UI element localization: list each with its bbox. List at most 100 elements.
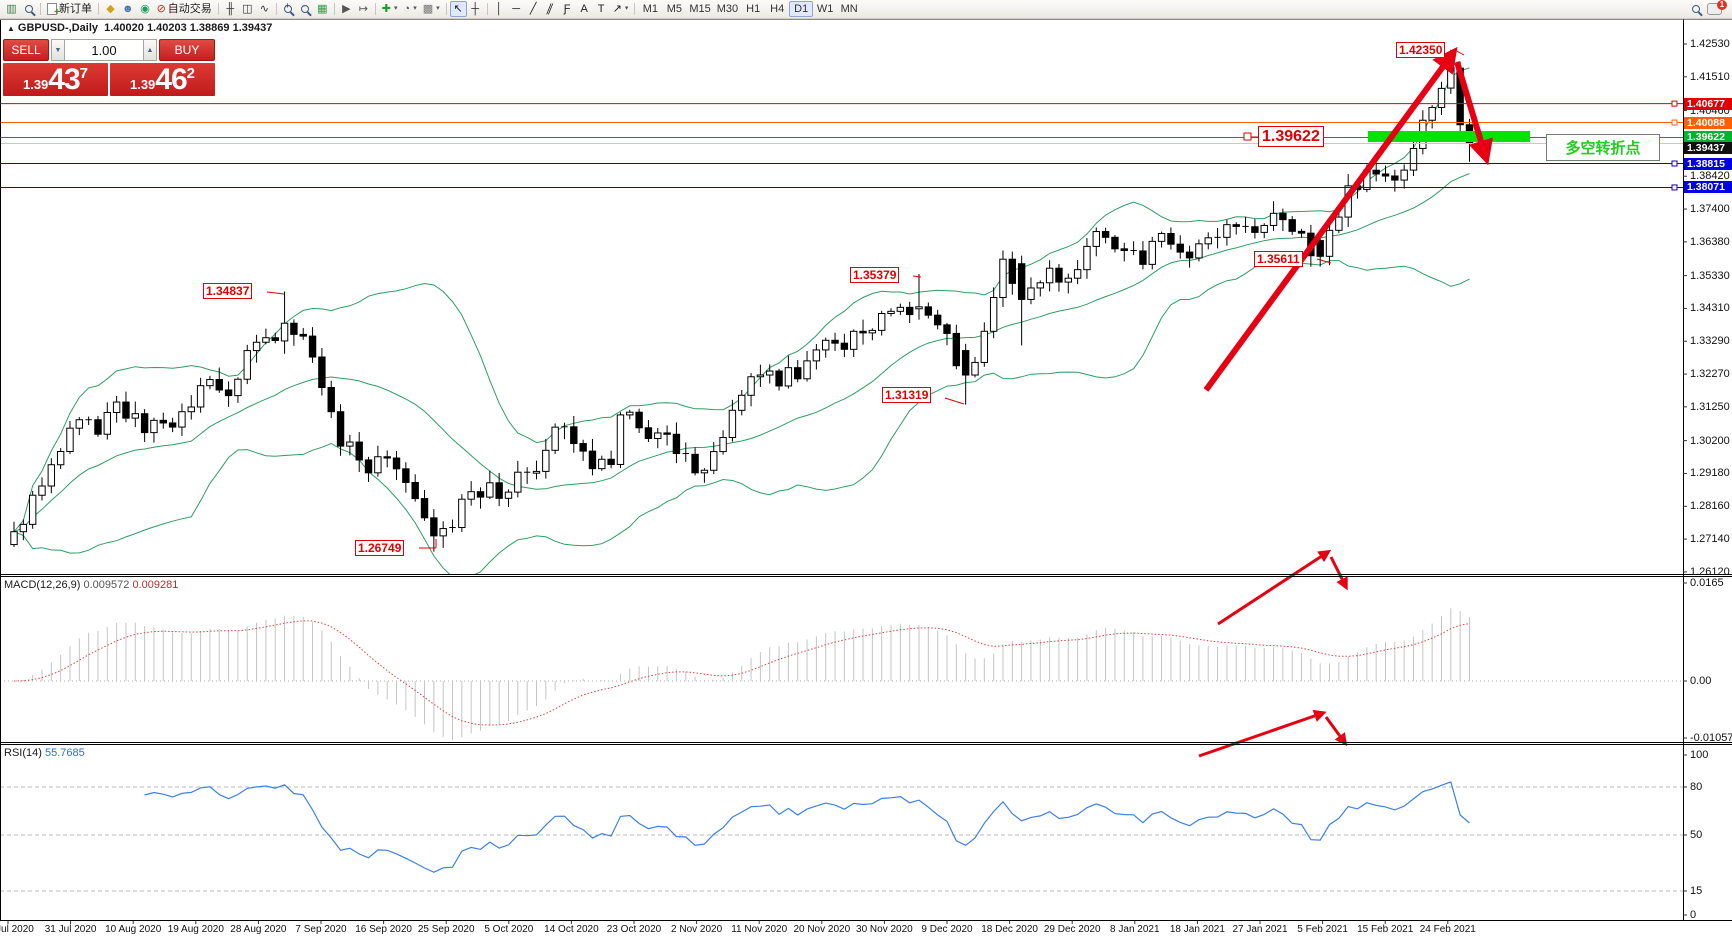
timeframe-m5-button[interactable]: M5	[666, 3, 682, 15]
price-annotation-1.31319[interactable]: 1.31319	[882, 387, 932, 403]
price-tick-1.37400: 1.37400	[1690, 203, 1730, 216]
timeframe-m30-button[interactable]: M30	[716, 3, 739, 15]
price-annotation-1.35611[interactable]: 1.35611	[1254, 251, 1303, 267]
timeframe-m1-button[interactable]: M1	[642, 3, 658, 15]
crosshair-button[interactable]: ┼	[467, 1, 484, 17]
price-annotation-1.34837[interactable]: 1.34837	[203, 283, 253, 299]
new-chart-button[interactable]: ▥	[3, 1, 20, 17]
price-annotation-1.35379[interactable]: 1.35379	[850, 267, 900, 283]
history-center-button-icon: ◆	[106, 3, 115, 15]
label-connector	[266, 291, 285, 295]
price-annotation-1.42350[interactable]: 1.42350	[1396, 42, 1446, 58]
periods-button[interactable]: ◔ ▾	[401, 1, 420, 17]
bear-candle	[122, 401, 130, 419]
bull-candle	[887, 310, 895, 314]
trend-arrow-0[interactable]	[1203, 46, 1458, 392]
toolbar-separator	[486, 3, 488, 15]
bear-candle	[308, 335, 317, 358]
vertical-line-button[interactable]: │	[491, 1, 508, 17]
new-chart-button-icon: ▥	[6, 3, 17, 15]
bear-candle	[159, 419, 167, 424]
price-tick-1.27140: 1.27140	[1690, 533, 1730, 546]
price-annotation-1.39622[interactable]: 1.39622	[1258, 126, 1324, 147]
timeframe-h1-button[interactable]: H1	[746, 3, 761, 15]
support-zone-bar[interactable]	[1368, 131, 1530, 142]
history-center-button[interactable]: ◆	[102, 1, 119, 17]
level-marker[interactable]	[1671, 119, 1678, 126]
trend-arrow-4[interactable]	[1198, 709, 1327, 758]
search-button[interactable]	[1687, 1, 1704, 17]
fibonacci-button[interactable]: Ƒ	[559, 1, 576, 17]
zoom-in-button[interactable]: +	[280, 1, 297, 17]
new-order-button[interactable]: 新订单	[44, 1, 95, 18]
bear-candle	[224, 389, 233, 397]
label-button[interactable]: T	[593, 1, 610, 17]
channel-button[interactable]: ∥	[542, 1, 559, 17]
collapse-icon[interactable]: ▲	[7, 24, 15, 33]
text-button[interactable]: A	[576, 1, 593, 17]
rsi-panel	[0, 781, 1683, 892]
level-marker[interactable]	[1671, 184, 1678, 191]
bull-candle	[10, 531, 18, 546]
chat-button[interactable]: 1	[1704, 0, 1727, 17]
bar-chart-button[interactable]: ╫	[222, 1, 239, 17]
timeframe-h4-button[interactable]: H4	[770, 3, 785, 15]
templates-button[interactable]: ▩ ▾	[420, 1, 443, 17]
trendline-button[interactable]: ╱	[525, 1, 542, 17]
bear-candle	[1101, 231, 1110, 238]
volume-decrease-button[interactable]: ▼	[51, 39, 65, 61]
trend-arrow-5[interactable]	[1324, 716, 1348, 747]
bull-candle	[514, 471, 522, 493]
bull-candle	[1437, 87, 1446, 108]
bear-candle	[691, 453, 699, 474]
toolbar-separator	[217, 3, 219, 15]
timeframe-mn-button[interactable]: MN	[840, 3, 858, 15]
timeframe-m15-button[interactable]: M15	[689, 3, 711, 15]
cursor-button[interactable]: ↖	[449, 1, 467, 17]
buy-price-display[interactable]: 1.39 46 2	[110, 63, 215, 96]
bull-candle	[280, 322, 289, 342]
trend-arrow-3[interactable]	[1329, 556, 1348, 591]
zoom-out-button[interactable]: -	[297, 1, 314, 17]
bull-candle	[178, 411, 186, 428]
date-label-7: 25 Sep 2020	[417, 924, 475, 935]
buy-button[interactable]: BUY	[159, 39, 215, 61]
bear-candle	[1316, 240, 1324, 257]
volume-increase-button[interactable]: ▲	[143, 39, 157, 61]
sell-price-display[interactable]: 1.39 43 7	[3, 63, 108, 96]
timeframe-d1-button[interactable]: D1	[789, 1, 814, 17]
price-annotation-1.26749[interactable]: 1.26749	[355, 540, 405, 556]
bear-candle	[635, 411, 643, 429]
line-chart-button[interactable]: ∿	[256, 1, 273, 17]
bear-candle	[943, 324, 951, 334]
turning-point-note[interactable]: 多空转折点	[1546, 134, 1660, 161]
bear-candle	[663, 432, 671, 435]
toolbar-separator	[445, 3, 447, 15]
sell-button[interactable]: SELL	[3, 39, 49, 61]
tile-windows-button[interactable]: ▦	[314, 1, 331, 17]
signals-button[interactable]: ◉	[137, 1, 154, 17]
volume-input[interactable]: 1.00	[65, 39, 143, 61]
horizontal-line-button[interactable]: ─	[508, 1, 525, 17]
price-tick-1.32270: 1.32270	[1690, 368, 1730, 381]
trend-arrow-2[interactable]	[1217, 549, 1332, 626]
bull-candle	[877, 312, 886, 331]
indicators-button[interactable]: ✚ ▾	[379, 1, 401, 17]
bar-chart-button-icon: ╫	[226, 3, 235, 15]
candlestick-chart-button[interactable]: ◫	[239, 1, 256, 17]
bear-candle	[411, 481, 419, 500]
macd-signal-value: 0.009281	[132, 579, 179, 591]
chart-shift-button[interactable]: ↦	[355, 1, 372, 17]
arrows-button[interactable]: ↗ ▾	[610, 1, 632, 17]
autotrading-button[interactable]: ⊘ 自动交易	[154, 1, 215, 17]
level-marker[interactable]	[1671, 160, 1678, 167]
bull-candle	[700, 469, 709, 474]
accounts-button[interactable]: ☻	[119, 1, 137, 17]
profiles-button[interactable]	[20, 1, 37, 17]
timeframe-w1-button[interactable]: W1	[816, 3, 834, 15]
level-marker[interactable]	[1671, 100, 1678, 107]
trend-arrow-1[interactable]	[1454, 61, 1493, 166]
sell-price-pip: 7	[79, 65, 89, 82]
auto-scroll-button[interactable]: ▶	[338, 1, 355, 17]
